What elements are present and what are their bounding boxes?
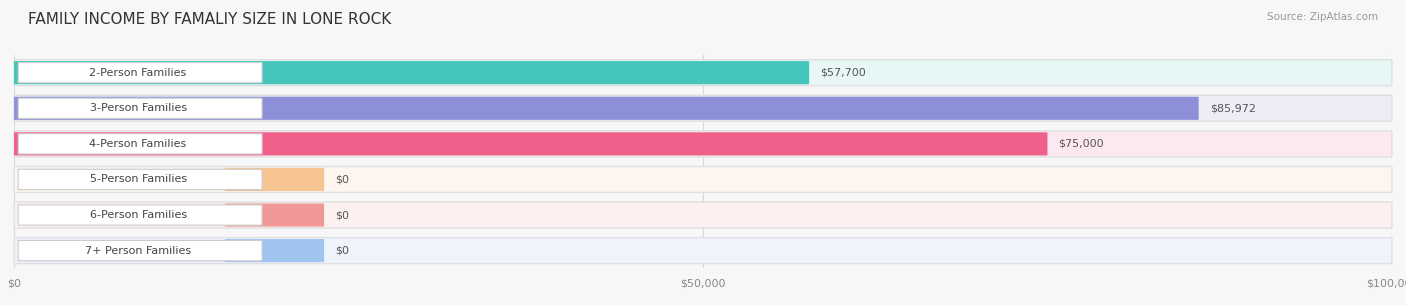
Text: 4-Person Families: 4-Person Families xyxy=(90,139,187,149)
FancyBboxPatch shape xyxy=(18,205,262,225)
FancyBboxPatch shape xyxy=(225,239,325,262)
Text: 6-Person Families: 6-Person Families xyxy=(90,210,187,220)
Text: $57,700: $57,700 xyxy=(820,68,866,78)
Text: $85,972: $85,972 xyxy=(1209,103,1256,113)
FancyBboxPatch shape xyxy=(14,167,1392,192)
Text: Source: ZipAtlas.com: Source: ZipAtlas.com xyxy=(1267,12,1378,22)
FancyBboxPatch shape xyxy=(18,169,262,190)
Text: $0: $0 xyxy=(335,174,349,185)
FancyBboxPatch shape xyxy=(18,134,262,154)
FancyBboxPatch shape xyxy=(14,131,1392,157)
Text: 5-Person Families: 5-Person Families xyxy=(90,174,187,185)
FancyBboxPatch shape xyxy=(18,240,262,261)
Text: $0: $0 xyxy=(335,246,349,256)
FancyBboxPatch shape xyxy=(14,202,1392,228)
Text: $75,000: $75,000 xyxy=(1059,139,1104,149)
FancyBboxPatch shape xyxy=(18,98,262,118)
FancyBboxPatch shape xyxy=(14,238,1392,264)
Text: FAMILY INCOME BY FAMALIY SIZE IN LONE ROCK: FAMILY INCOME BY FAMALIY SIZE IN LONE RO… xyxy=(28,12,391,27)
Text: $0: $0 xyxy=(335,210,349,220)
FancyBboxPatch shape xyxy=(14,132,1047,156)
FancyBboxPatch shape xyxy=(18,63,262,83)
FancyBboxPatch shape xyxy=(14,97,1199,120)
Text: 2-Person Families: 2-Person Families xyxy=(90,68,187,78)
FancyBboxPatch shape xyxy=(14,60,1392,86)
FancyBboxPatch shape xyxy=(14,61,808,84)
Text: 3-Person Families: 3-Person Families xyxy=(90,103,187,113)
FancyBboxPatch shape xyxy=(225,203,325,227)
FancyBboxPatch shape xyxy=(14,95,1392,121)
Text: 7+ Person Families: 7+ Person Families xyxy=(84,246,191,256)
FancyBboxPatch shape xyxy=(225,168,325,191)
